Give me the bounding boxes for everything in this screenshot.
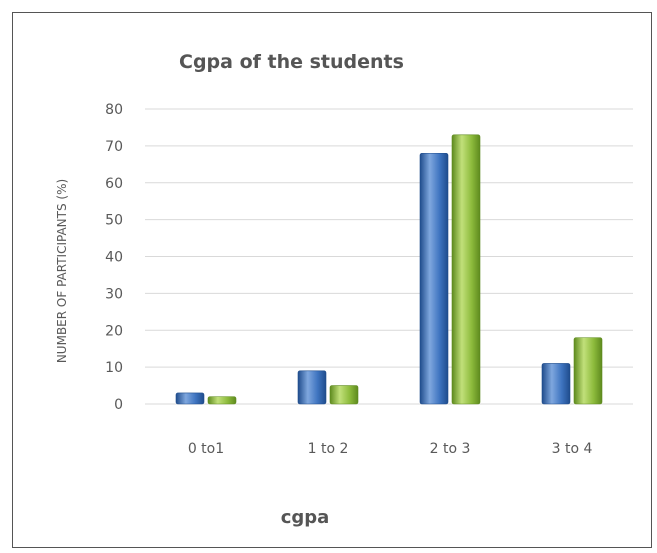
bars — [175, 134, 603, 405]
bar-chart: Cgpa of the students 0 10 20 30 40 50 60 70 80 0… — [55, 51, 633, 528]
chart-title: Cgpa of the students — [179, 51, 404, 73]
x-tick-label: 3 to 4 — [552, 441, 593, 457]
y-tick-label: 80 — [105, 102, 123, 118]
x-axis-ticks: 0 to1 1 to 2 2 to 3 3 to 4 — [188, 441, 593, 457]
bar-series-1-2-to-3 — [419, 152, 449, 405]
y-tick-label: 50 — [105, 213, 123, 229]
y-tick-label: 30 — [105, 286, 123, 302]
x-axis-label: cgpa — [281, 507, 330, 528]
y-tick-label: 20 — [105, 323, 123, 339]
gridlines — [145, 108, 633, 405]
y-tick-label: 40 — [105, 250, 123, 266]
bar-series-1-1-to-2 — [297, 370, 327, 405]
chart-frame: Cgpa of the students 0 10 20 30 40 50 60 70 80 0… — [12, 12, 652, 548]
bar-series-1-0-to1 — [175, 392, 205, 405]
y-tick-label: 70 — [105, 139, 123, 155]
bar-series-2-0-to1 — [207, 396, 237, 405]
y-tick-label: 10 — [105, 360, 123, 376]
y-axis-label: NUMBER OF PARTICIPANTS (%) — [55, 179, 69, 363]
x-tick-label: 1 to 2 — [308, 441, 349, 457]
bar-series-2-3-to-4 — [573, 337, 603, 405]
x-tick-label: 0 to1 — [188, 441, 224, 457]
y-axis-ticks: 0 10 20 30 40 50 60 70 80 — [105, 102, 123, 413]
y-tick-label: 0 — [114, 397, 123, 413]
bar-series-2-2-to-3 — [451, 134, 481, 405]
x-tick-label: 2 to 3 — [430, 441, 471, 457]
bar-series-2-1-to-2 — [329, 385, 359, 405]
y-tick-label: 60 — [105, 176, 123, 192]
bar-series-1-3-to-4 — [541, 363, 571, 405]
